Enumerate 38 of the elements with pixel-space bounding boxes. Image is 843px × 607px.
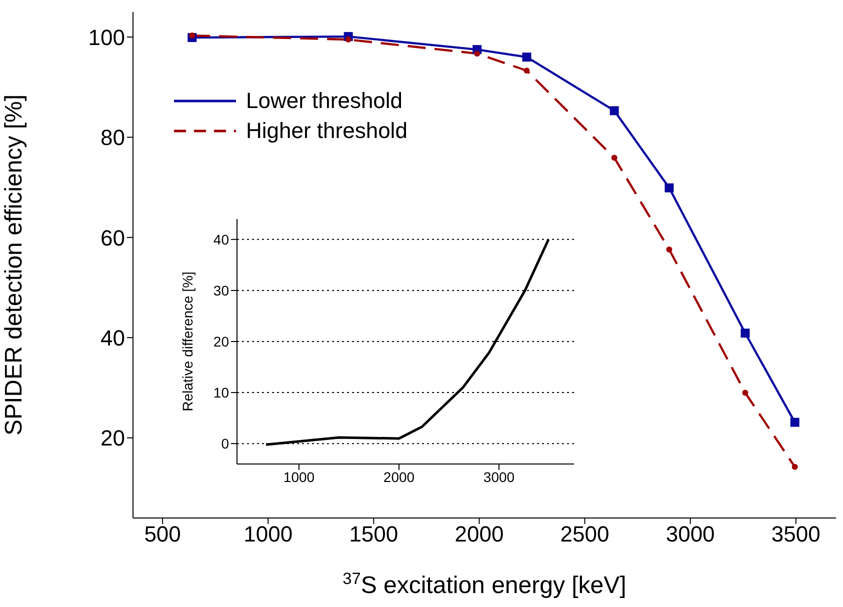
x-tick-label: 2500: [560, 522, 610, 547]
y-tick-label: 30: [213, 282, 230, 298]
point: [666, 246, 672, 252]
point: [664, 183, 674, 192]
point: [790, 418, 800, 427]
x-tick-label: 500: [144, 522, 181, 547]
point: [189, 32, 196, 39]
y-axis-title: SPIDER detection efficiency [%]: [0, 94, 28, 436]
x-tick-label: 3500: [771, 522, 820, 547]
y-tick-label: 20: [213, 333, 230, 350]
legend-label: Lower threshold: [246, 87, 403, 115]
legend-label: Higher threshold: [246, 117, 408, 145]
x-tick-label: 1000: [244, 522, 293, 547]
point: [611, 154, 618, 161]
y-tick-label: 10: [213, 384, 230, 401]
point: [524, 68, 530, 74]
y-tick-label: 60: [100, 225, 125, 250]
y-axis-title: Relative difference [%]: [180, 272, 196, 412]
y-tick-label: 80: [100, 125, 125, 150]
x-tick-label: 1500: [349, 522, 398, 547]
point: [610, 106, 619, 116]
y-tick-label: 0: [221, 436, 230, 452]
point: [740, 328, 750, 338]
x-tick-label: 3000: [483, 468, 515, 485]
x-tick-label: 1000: [283, 468, 315, 485]
y-tick-label: 40: [100, 325, 125, 350]
point: [345, 36, 352, 43]
x-axis-title: $^{37}$S excitation energy [keV]: [342, 570, 626, 599]
point: [474, 50, 480, 57]
point: [792, 464, 798, 470]
point: [522, 52, 532, 62]
point: [742, 390, 748, 396]
x-tick-label: 2000: [383, 468, 415, 485]
y-tick-label: 40: [213, 231, 230, 248]
x-tick-label: 3000: [666, 522, 715, 547]
y-tick-label: 100: [88, 24, 125, 50]
y-tick-label: 20: [100, 426, 125, 451]
x-tick-label: 2000: [454, 522, 504, 547]
